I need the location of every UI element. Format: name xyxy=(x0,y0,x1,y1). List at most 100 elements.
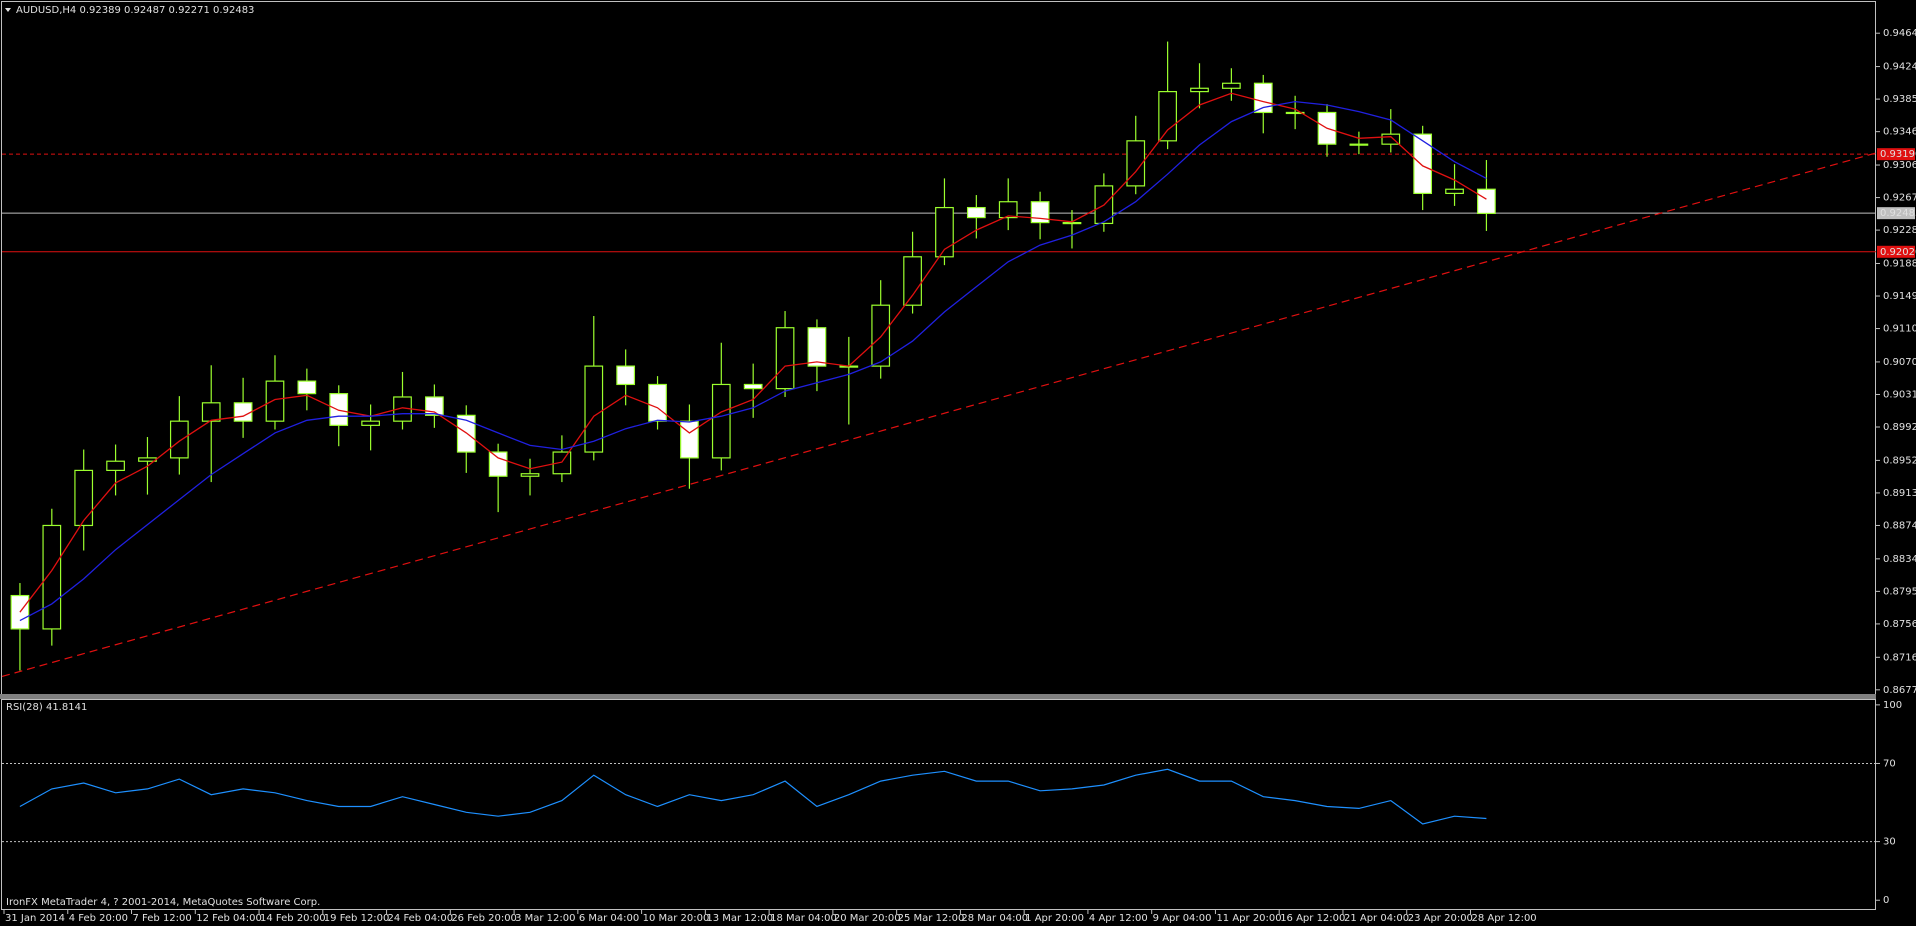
candle-body xyxy=(520,473,540,477)
candle-body xyxy=(1477,188,1496,215)
x-tick-label: 18 Mar 04:00 xyxy=(770,913,837,924)
x-tick-label: 24 Feb 04:00 xyxy=(388,913,454,924)
candle-body xyxy=(1126,140,1146,187)
candle-body xyxy=(1062,221,1082,225)
candle-body xyxy=(265,380,285,422)
price-box xyxy=(1877,148,1915,161)
x-tick-label: 3 Mar 12:00 xyxy=(515,913,575,924)
x-tick-label: 19 Feb 12:00 xyxy=(324,913,390,924)
candle-body xyxy=(201,402,221,422)
candle-body xyxy=(648,383,667,422)
x-tick-label: 10 Mar 20:00 xyxy=(643,913,710,924)
candle-body xyxy=(1381,133,1401,145)
x-tick-label: 14 Feb 20:00 xyxy=(260,913,326,924)
y-tick-label: 100 xyxy=(1883,700,1902,711)
x-tick-label: 26 Feb 20:00 xyxy=(451,913,517,924)
moving-average xyxy=(19,100,1487,622)
candle-body xyxy=(680,420,699,459)
x-tick-label: 21 Apr 04:00 xyxy=(1344,913,1409,924)
x-tick-label: 6 Mar 04:00 xyxy=(579,913,639,924)
candle-body xyxy=(297,380,317,395)
candle-body xyxy=(775,327,795,390)
candle-body xyxy=(233,402,253,422)
candle-body xyxy=(425,396,444,416)
chart-title: AUDUSD,H4 0.92389 0.92487 0.92271 0.9248… xyxy=(16,5,254,16)
candle-body xyxy=(1158,91,1177,142)
candle-body xyxy=(935,206,954,258)
candle-body xyxy=(1349,143,1369,146)
x-tick-label: 7 Feb 12:00 xyxy=(133,913,192,924)
x-tick-label: 23 Apr 20:00 xyxy=(1408,913,1473,924)
rsi-frame xyxy=(1,699,1876,910)
candle-body xyxy=(1285,111,1305,115)
candle-body xyxy=(488,451,508,477)
menu-triangle xyxy=(5,8,11,12)
candle-body xyxy=(10,594,30,630)
x-tick-label: 28 Apr 12:00 xyxy=(1471,913,1536,924)
candle-body xyxy=(807,327,827,367)
y-tick-label: 70 xyxy=(1883,758,1896,769)
moving-average xyxy=(19,92,1487,613)
x-tick-label: 25 Mar 12:00 xyxy=(898,913,965,924)
candle-body xyxy=(616,365,636,386)
price-label: 0.92483 xyxy=(1880,208,1916,219)
candle-body xyxy=(584,365,604,453)
candle-body xyxy=(1445,188,1464,194)
candle-body xyxy=(743,383,763,390)
price-box xyxy=(1877,207,1915,220)
footer: IronFX MetaTrader 4, ? 2001-2014, MetaQu… xyxy=(6,897,320,908)
candle-body xyxy=(361,420,380,426)
candle-body xyxy=(1222,82,1241,89)
candle-body xyxy=(1413,133,1433,194)
x-tick-label: 16 Apr 12:00 xyxy=(1280,913,1345,924)
x-tick-label: 9 Apr 04:00 xyxy=(1153,913,1212,924)
y-tick-label: 0 xyxy=(1883,895,1889,906)
candle-body xyxy=(74,469,94,527)
x-tick-label: 31 Jan 2014 xyxy=(5,913,65,924)
x-tick-label: 1 Apr 20:00 xyxy=(1025,913,1084,924)
y-tick-label: 30 xyxy=(1883,837,1896,848)
candle-body xyxy=(1190,87,1209,93)
candle-body xyxy=(966,206,986,219)
x-tick-label: 11 Apr 20:00 xyxy=(1216,913,1281,924)
x-tick-label: 28 Mar 04:00 xyxy=(961,913,1028,924)
candle-body xyxy=(329,393,349,426)
rsi-title: RSI(28) 41.8141 xyxy=(6,702,87,713)
price-box xyxy=(1877,245,1915,258)
price-label: 0.92020 xyxy=(1880,247,1916,258)
x-tick-label: 13 Mar 12:00 xyxy=(706,913,773,924)
panel-separator xyxy=(0,694,1876,699)
x-tick-label: 4 Apr 12:00 xyxy=(1089,913,1148,924)
x-tick-label: 20 Mar 20:00 xyxy=(834,913,901,924)
candle-body xyxy=(998,201,1018,219)
candle-body xyxy=(42,524,62,630)
candle-body xyxy=(552,451,572,475)
rsi-line xyxy=(19,768,1487,825)
candle-body xyxy=(106,460,125,471)
candle-body xyxy=(1030,201,1050,224)
candle-body xyxy=(169,420,189,459)
candle-body xyxy=(903,256,922,306)
